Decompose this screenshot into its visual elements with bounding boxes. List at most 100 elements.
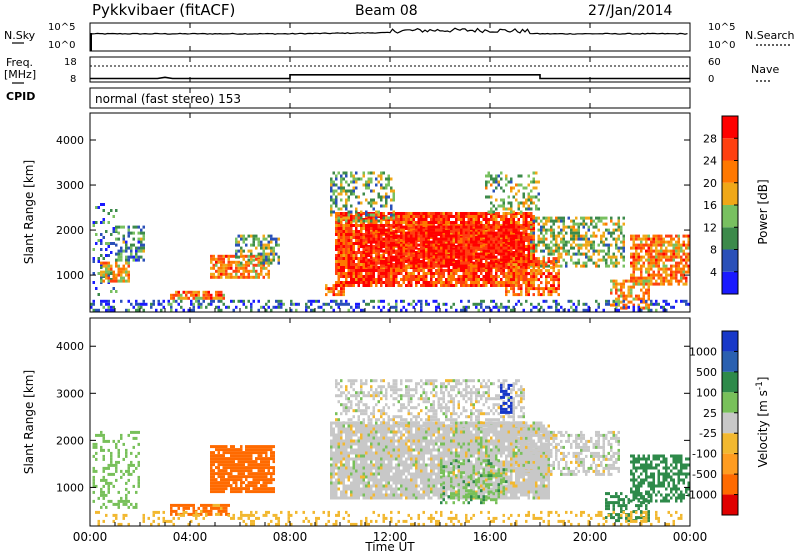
heatmap-cell: [340, 302, 343, 306]
heatmap-cell: [417, 218, 420, 221]
heatmap-cell: [237, 454, 240, 458]
heatmap-cell: [685, 282, 688, 286]
heatmap-cell: [100, 448, 103, 452]
heatmap-cell: [267, 255, 270, 259]
heatmap-cell: [267, 240, 270, 244]
heatmap-cell: [527, 236, 530, 239]
heatmap-cell: [407, 227, 410, 230]
heatmap-cell: [277, 255, 280, 259]
heatmap-cell: [102, 203, 105, 206]
heatmap-cell: [582, 219, 585, 223]
heatmap-cell: [527, 245, 530, 248]
heatmap-cell: [392, 230, 395, 233]
heatmap-cell: [222, 457, 225, 461]
heatmap-cell: [92, 224, 95, 227]
heatmap-cell: [197, 293, 200, 297]
heatmap-cell: [437, 231, 440, 235]
heatmap-cell: [130, 430, 133, 434]
heatmap-cell: [102, 433, 105, 437]
heatmap-cell: [210, 293, 213, 297]
heatmap-cell: [380, 177, 383, 181]
heatmap-cell: [227, 478, 230, 482]
heatmap-cell: [650, 267, 653, 271]
heatmap-cell: [582, 252, 585, 256]
heatmap-cell: [337, 212, 340, 215]
heatmap-cell: [260, 305, 263, 309]
heatmap-cell: [240, 475, 243, 479]
date-label: 27/Jan/2014: [588, 3, 673, 19]
heatmap-cell: [535, 275, 538, 279]
heatmap-cell: [630, 261, 633, 265]
heatmap-cell: [492, 204, 495, 208]
heatmap-cell: [380, 224, 383, 227]
heatmap-cell: [630, 237, 633, 241]
heatmap-cell: [230, 451, 233, 455]
heatmap-cell: [407, 252, 410, 256]
heatmap-cell: [512, 272, 515, 276]
heatmap-cell: [450, 305, 453, 309]
heatmap-cell: [447, 255, 450, 259]
heatmap-cell: [525, 207, 528, 211]
heatmap-cell: [500, 252, 503, 256]
heatmap-cell: [365, 269, 368, 272]
heatmap-cell: [170, 308, 173, 312]
heatmap-cell: [412, 224, 415, 227]
colorbar-swatch: [722, 138, 738, 161]
heatmap-cell: [405, 264, 408, 268]
heatmap-cell: [117, 258, 120, 262]
heatmap-cell: [387, 255, 390, 259]
heatmap-cell: [375, 269, 378, 272]
heatmap-cell: [395, 212, 398, 215]
heatmap-cell: [442, 246, 445, 250]
heatmap-cell: [347, 233, 350, 236]
heatmap-cell: [505, 290, 508, 294]
heatmap-cell: [447, 212, 450, 215]
heatmap-cell: [310, 299, 313, 303]
heatmap-cell: [355, 272, 358, 275]
heatmap-cell: [215, 305, 218, 309]
heatmap-cell: [350, 204, 353, 208]
heatmap-cell: [375, 264, 378, 268]
heatmap-cell: [130, 451, 133, 455]
heatmap-cell: [357, 275, 360, 278]
heatmap-cell: [457, 278, 460, 281]
heatmap-cell: [462, 224, 465, 227]
heatmap-cell: [142, 231, 145, 235]
heatmap-cell: [382, 237, 385, 241]
heatmap-cell: [122, 264, 125, 268]
heatmap-cell: [500, 269, 503, 272]
heatmap-cell: [492, 225, 495, 229]
heatmap-cell: [595, 264, 598, 268]
heatmap-cell: [365, 302, 368, 306]
heatmap-cell: [487, 305, 490, 309]
heatmap-cell: [432, 252, 435, 256]
heatmap-cell: [460, 246, 463, 250]
heatmap-cell: [390, 281, 393, 284]
heatmap-cell: [665, 276, 668, 280]
heatmap-cell: [367, 284, 370, 287]
heatmap-cell: [407, 302, 410, 306]
heatmap-cell: [392, 284, 395, 287]
heatmap-cell: [485, 245, 488, 248]
heatmap-cell: [100, 302, 103, 306]
heatmap-cell: [615, 288, 618, 292]
heatmap-cell: [385, 249, 388, 253]
heatmap-cell: [572, 219, 575, 223]
heatmap-cell: [535, 246, 538, 250]
heatmap-cell: [255, 257, 258, 261]
heatmap-cell: [140, 228, 143, 232]
heatmap-cell: [360, 275, 363, 278]
heatmap-cell: [362, 299, 365, 303]
heatmap-cell: [390, 264, 393, 268]
heatmap-cell: [465, 278, 468, 281]
heatmap-cell: [225, 269, 228, 273]
heatmap-cell: [410, 260, 413, 263]
heatmap-cell: [345, 242, 348, 245]
heatmap-cell: [650, 299, 653, 303]
heatmap-cell: [237, 487, 240, 491]
heatmap-cell: [235, 272, 238, 276]
heatmap-cell: [242, 472, 245, 476]
heatmap-cell: [382, 242, 385, 245]
heatmap-cell: [310, 308, 313, 312]
heatmap-cell: [212, 460, 215, 464]
